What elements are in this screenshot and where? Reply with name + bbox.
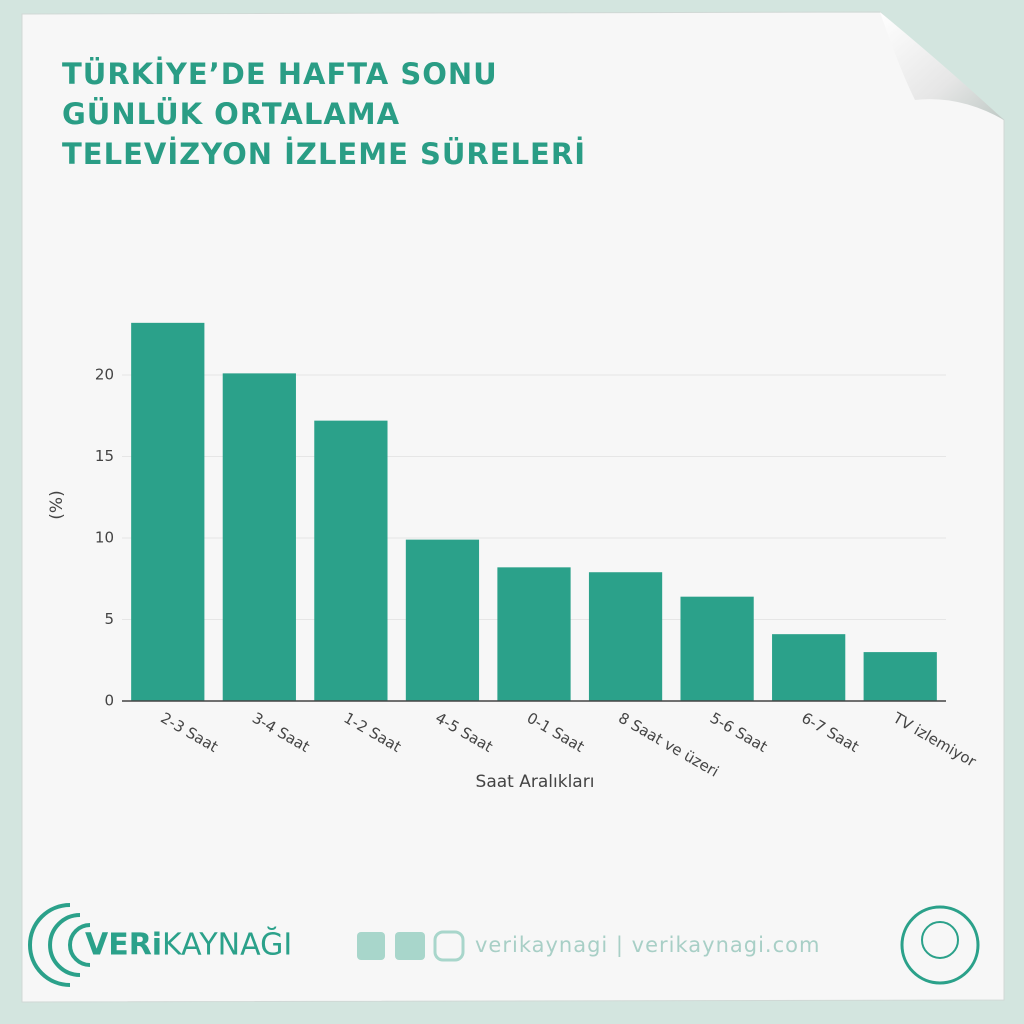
y-tick-label: 0 [104, 692, 114, 710]
bar [772, 634, 846, 701]
globe-icon [900, 905, 980, 985]
footer: VERi KAYNAĞI verikaynagi | verikaynagi.c… [28, 903, 980, 987]
brand-bold: VERi [85, 928, 162, 963]
y-tick-label: 20 [95, 366, 114, 384]
bar [863, 652, 937, 701]
page-curl [880, 12, 1004, 120]
brand: KAYNAĞI [162, 926, 292, 963]
twitter-icon[interactable] [395, 932, 425, 960]
logo-arc [28, 903, 71, 987]
chart-title: GÜNLÜK ORTALAMA [62, 97, 400, 131]
y-tick-label: 5 [104, 610, 114, 628]
logo-arc [48, 913, 81, 977]
globe [921, 921, 959, 959]
x-axis-title: Saat Aralıkları [476, 772, 595, 792]
y-axis-title: (%) [47, 490, 67, 519]
links: verikaynagi | verikaynagi.com [475, 933, 820, 958]
bar [680, 596, 754, 701]
y-tick-label: 10 [95, 529, 114, 547]
instagram-icon[interactable] [433, 930, 465, 962]
bar [222, 373, 296, 701]
chart-title: TÜRKİYE’DE HAFTA SONU [62, 57, 498, 91]
logo-arc [68, 923, 91, 967]
y-tick-label: 15 [95, 447, 114, 465]
title-group: TÜRKİYE’DE HAFTA SONU GÜNLÜK ORTALAMA TE… [62, 57, 586, 171]
chart-title: TELEVİZYON İZLEME SÜRELERİ [62, 137, 586, 171]
bar [131, 322, 205, 701]
bar [497, 567, 571, 701]
facebook-icon[interactable] [357, 932, 385, 960]
bar [314, 420, 388, 701]
bar [405, 539, 480, 701]
bar [588, 572, 663, 701]
